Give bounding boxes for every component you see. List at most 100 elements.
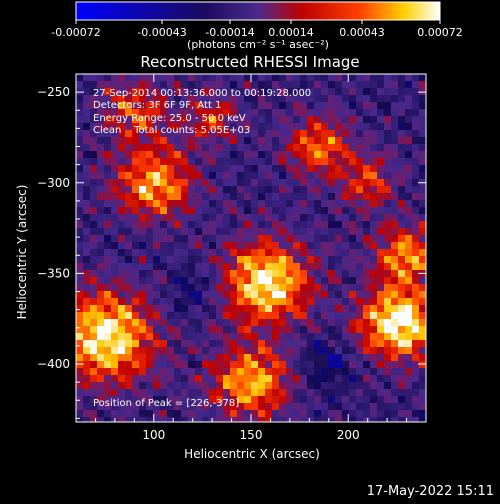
- heatmap-cell: [335, 172, 342, 179]
- heatmap-cell: [405, 144, 412, 151]
- heatmap-cell: [300, 291, 307, 298]
- heatmap-cell: [118, 382, 125, 389]
- heatmap-cell: [349, 305, 356, 312]
- heatmap-cell: [384, 263, 391, 270]
- heatmap-cell: [153, 298, 160, 305]
- heatmap-cell: [76, 207, 83, 214]
- heatmap-cell: [391, 347, 398, 354]
- heatmap-cell: [391, 158, 398, 165]
- heatmap-cell: [174, 291, 181, 298]
- heatmap-cell: [125, 186, 132, 193]
- heatmap-cell: [237, 361, 244, 368]
- heatmap-cell: [363, 326, 370, 333]
- heatmap-cell: [167, 116, 174, 123]
- heatmap-cell: [419, 368, 426, 375]
- heatmap-cell: [153, 305, 160, 312]
- heatmap-cell: [384, 277, 391, 284]
- heatmap-cell: [328, 263, 335, 270]
- heatmap-cell: [279, 382, 286, 389]
- heatmap-cell: [132, 277, 139, 284]
- heatmap-cell: [328, 410, 335, 417]
- heatmap-cell: [244, 333, 251, 340]
- heatmap-cell: [174, 137, 181, 144]
- heatmap-cell: [153, 193, 160, 200]
- heatmap-cell: [405, 396, 412, 403]
- heatmap-cell: [216, 319, 223, 326]
- heatmap-cell: [104, 368, 111, 375]
- heatmap-cell: [370, 186, 377, 193]
- heatmap-cell: [391, 298, 398, 305]
- heatmap-cell: [279, 361, 286, 368]
- heatmap-cell: [188, 256, 195, 263]
- heatmap-cell: [216, 109, 223, 116]
- heatmap-cell: [412, 417, 419, 422]
- heatmap-cell: [265, 74, 272, 81]
- heatmap-cell: [342, 109, 349, 116]
- heatmap-cell: [398, 389, 405, 396]
- heatmap-cell: [146, 326, 153, 333]
- heatmap-cell: [153, 221, 160, 228]
- heatmap-cell: [293, 116, 300, 123]
- heatmap-cell: [195, 179, 202, 186]
- heatmap-cell: [300, 186, 307, 193]
- heatmap-cell: [188, 291, 195, 298]
- heatmap-cell: [195, 151, 202, 158]
- heatmap-cell: [223, 270, 230, 277]
- heatmap-cell: [216, 102, 223, 109]
- heatmap-cell: [349, 333, 356, 340]
- heatmap-cell: [83, 263, 90, 270]
- heatmap-cell: [97, 375, 104, 382]
- heatmap-cell: [118, 263, 125, 270]
- heatmap-cell: [412, 158, 419, 165]
- heatmap-cell: [363, 74, 370, 81]
- heatmap-cell: [118, 158, 125, 165]
- heatmap-cell: [321, 305, 328, 312]
- heatmap-cell: [286, 368, 293, 375]
- heatmap-cell: [104, 151, 111, 158]
- heatmap-cell: [104, 165, 111, 172]
- heatmap-cell: [377, 179, 384, 186]
- heatmap-cell: [237, 228, 244, 235]
- heatmap-cell: [363, 95, 370, 102]
- heatmap-cell: [405, 361, 412, 368]
- heatmap-cell: [356, 74, 363, 81]
- heatmap-cell: [237, 375, 244, 382]
- heatmap-cell: [125, 235, 132, 242]
- heatmap-cell: [412, 319, 419, 326]
- heatmap-cell: [188, 109, 195, 116]
- heatmap-cell: [209, 214, 216, 221]
- heatmap-cell: [279, 102, 286, 109]
- heatmap-cell: [188, 403, 195, 410]
- heatmap-cell: [272, 263, 279, 270]
- heatmap-cell: [160, 319, 167, 326]
- heatmap-cell: [286, 109, 293, 116]
- heatmap-cell: [188, 312, 195, 319]
- heatmap-cell: [356, 81, 363, 88]
- heatmap-cell: [286, 284, 293, 291]
- heatmap-cell: [370, 109, 377, 116]
- heatmap-cell: [293, 389, 300, 396]
- heatmap-cell: [384, 179, 391, 186]
- heatmap-cell: [216, 200, 223, 207]
- heatmap-cell: [90, 403, 97, 410]
- heatmap-cell: [104, 158, 111, 165]
- heatmap-cell: [90, 291, 97, 298]
- heatmap-cell: [342, 242, 349, 249]
- heatmap-cell: [237, 88, 244, 95]
- heatmap-cell: [202, 291, 209, 298]
- heatmap-cell: [188, 214, 195, 221]
- heatmap-cell: [314, 291, 321, 298]
- heatmap-cell: [370, 214, 377, 221]
- heatmap-cell: [146, 284, 153, 291]
- heatmap-cell: [258, 291, 265, 298]
- heatmap-cell: [167, 158, 174, 165]
- heatmap-cell: [195, 256, 202, 263]
- heatmap-cell: [363, 186, 370, 193]
- heatmap-cell: [335, 165, 342, 172]
- heatmap-cell: [181, 74, 188, 81]
- heatmap-cell: [76, 214, 83, 221]
- heatmap-cell: [202, 305, 209, 312]
- heatmap-cell: [279, 200, 286, 207]
- heatmap-cell: [300, 179, 307, 186]
- heatmap-cell: [181, 417, 188, 422]
